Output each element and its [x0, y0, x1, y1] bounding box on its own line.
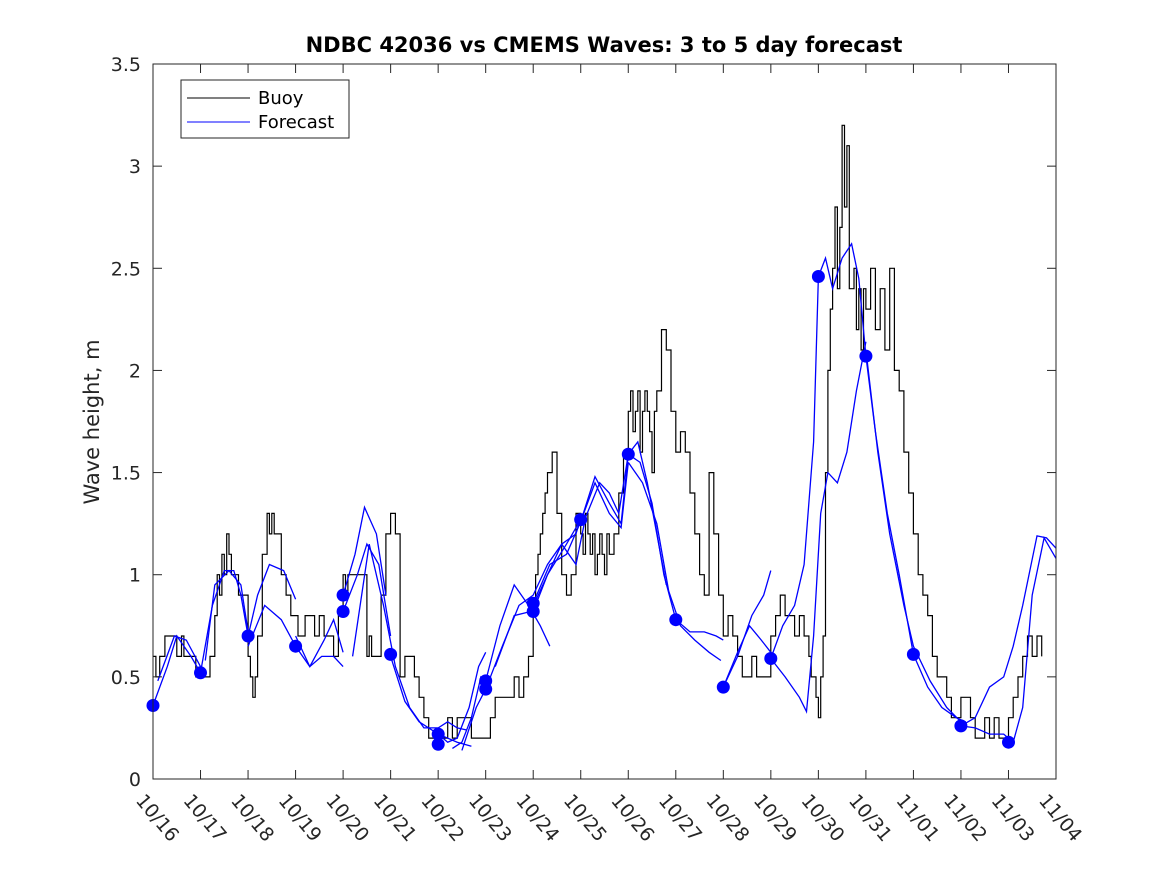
forecast-line-11	[389, 656, 472, 747]
forecast-line-12	[437, 652, 487, 743]
forecast-marker-12	[526, 605, 540, 618]
forecast-line-26	[770, 341, 867, 714]
forecast-line-4	[247, 563, 297, 637]
forecast-marker-1	[194, 666, 207, 680]
forecast-marker-15	[669, 613, 683, 627]
forecast-line-23	[722, 570, 772, 688]
forecast-line-9	[342, 542, 392, 637]
axes	[152, 63, 1057, 780]
forecast-marker-3	[289, 639, 303, 653]
axes-box	[152, 63, 1057, 780]
forecast-marker-2	[241, 629, 255, 643]
forecast-marker-14	[621, 447, 635, 461]
buoy-series	[153, 124, 1043, 739]
y-tick-label-5: 2.5	[111, 258, 141, 280]
y-tick-label-6: 3	[129, 156, 141, 178]
y-tick-label-1: 0.5	[111, 667, 141, 689]
legend: Buoy Forecast	[180, 79, 350, 139]
forecast-line-17	[494, 519, 582, 667]
forecast-marker-13	[574, 513, 588, 527]
forecast-marker-16	[716, 680, 730, 694]
forecast-line-14	[461, 688, 487, 751]
forecast-line-5	[247, 604, 297, 647]
forecast-marker-5	[336, 605, 350, 618]
forecast-marker-8	[431, 737, 445, 751]
y-tick-label-2: 1	[129, 565, 141, 587]
forecast-series	[152, 242, 1057, 751]
forecast-marker-19	[859, 349, 873, 363]
legend-box	[180, 79, 350, 139]
buoy-line	[153, 124, 1043, 739]
y-tick-label-7: 3.5	[111, 54, 141, 76]
forecast-line-3	[204, 569, 249, 661]
forecast-marker-22	[1002, 735, 1015, 749]
y-tick-label-3: 1.5	[111, 463, 141, 485]
forecast-line-0	[152, 634, 202, 706]
forecast-marker-10	[479, 682, 493, 696]
forecast-line-22	[627, 462, 722, 662]
y-axis-label: Wave height, m	[80, 339, 104, 504]
y-tick-label-4: 2	[129, 360, 141, 382]
forecast-line-19	[532, 462, 629, 604]
forecast-line-7	[295, 635, 344, 668]
plot-area	[153, 64, 1056, 779]
forecast-line-6	[295, 617, 344, 668]
forecast-markers	[146, 270, 1015, 751]
y-tick-label-0: 0	[129, 769, 141, 791]
legend-forecast-label: Forecast	[258, 112, 334, 133]
forecast-line-29	[960, 535, 1057, 727]
forecast-marker-7	[431, 727, 445, 741]
forecast-line-28	[865, 349, 962, 723]
y-axis-ticks: 0 0.5 1 1.5 2 2.5 3 3.5	[111, 54, 1056, 791]
forecast-line-25	[770, 242, 867, 659]
forecast-marker-20	[906, 647, 920, 661]
forecast-line-1	[157, 635, 202, 682]
forecast-marker-17	[764, 652, 778, 665]
forecast-line-24	[722, 624, 772, 688]
forecast-marker-18	[811, 270, 825, 283]
chart-title: NDBC 42036 vs CMEMS Waves: 3 to 5 day fo…	[306, 33, 903, 57]
forecast-line-15	[485, 583, 551, 682]
forecast-line-8	[342, 505, 387, 596]
forecast-marker-6	[384, 647, 398, 661]
forecast-marker-4	[336, 588, 350, 602]
forecast-marker-21	[954, 719, 968, 733]
plot-background	[153, 64, 1056, 779]
legend-buoy-label: Buoy	[258, 88, 304, 109]
